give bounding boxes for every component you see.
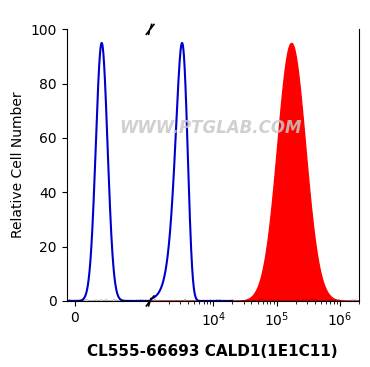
Y-axis label: Relative Cell Number: Relative Cell Number	[11, 92, 25, 239]
Text: CL555-66693 CALD1(1E1C11): CL555-66693 CALD1(1E1C11)	[87, 344, 338, 359]
Text: WWW.PTGLAB.COM: WWW.PTGLAB.COM	[120, 119, 302, 138]
